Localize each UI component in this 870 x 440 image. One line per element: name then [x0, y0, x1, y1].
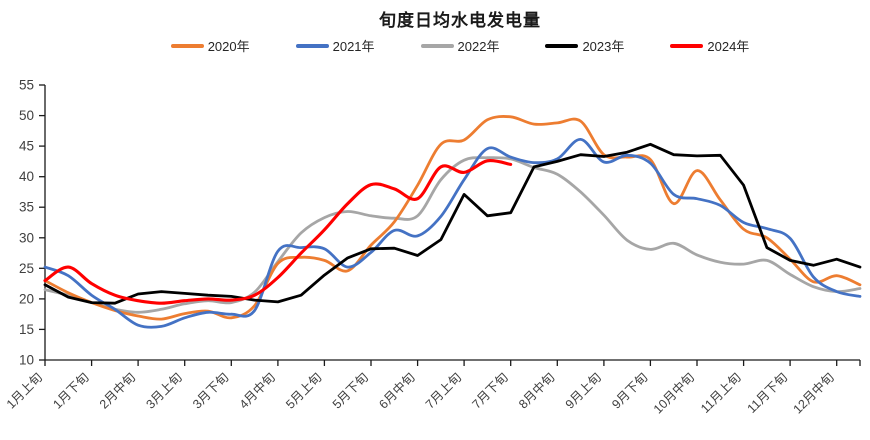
x-tick-label: 12月中旬 [790, 370, 837, 417]
legend-label: 2020年 [207, 39, 250, 54]
y-tick-label: 25 [19, 261, 34, 276]
legend-swatch-icon [295, 43, 329, 48]
x-tick-label: 7月上旬 [423, 370, 464, 411]
y-tick-label: 30 [19, 230, 34, 245]
series-line-2020年 [43, 115, 862, 321]
legend-label: 2023年 [582, 39, 625, 54]
series-line-2024年 [43, 159, 513, 305]
x-tick-label: 3月下旬 [190, 370, 231, 411]
legend-item-2022年: 2022年 [420, 36, 500, 55]
axes [44, 85, 860, 361]
x-tick-label: 6月中旬 [376, 370, 418, 412]
legend-item-2020年: 2020年 [170, 36, 250, 55]
y-tick-label: 40 [19, 169, 34, 184]
legend-item-2023年: 2023年 [545, 36, 624, 55]
y-tick-label: 10 [19, 353, 34, 368]
legend-swatch-icon [545, 43, 579, 48]
x-tick-label: 11月下旬 [745, 370, 791, 416]
x-tick-label: 1月上旬 [4, 370, 45, 411]
legend-label: 2021年 [332, 39, 375, 54]
series-line-2021年 [43, 138, 862, 329]
y-tick-label: 20 [19, 291, 34, 306]
series-lines [43, 115, 862, 329]
x-tick-label: 4月中旬 [236, 370, 278, 412]
legend-swatch-icon [420, 43, 454, 48]
series-line-2022年 [43, 156, 862, 314]
legend-label: 2022年 [457, 39, 500, 54]
x-tick-label: 5月上旬 [283, 370, 324, 411]
y-tick-label: 15 [19, 322, 34, 337]
x-tick-label: 9月上旬 [563, 370, 604, 411]
x-tick-label: 3月上旬 [143, 370, 184, 411]
chart-legend: 2020年 2021年 2022年 2023年 2024年 [0, 36, 870, 55]
y-tick-label: 50 [19, 108, 34, 123]
x-axis: 1月上旬 1月下旬 2月中旬 3月上旬 3月下旬 4月中旬 5月上旬 5月下旬 6月中旬 7月上旬… [4, 360, 861, 417]
x-tick-label: 11月上旬 [698, 370, 744, 416]
legend-swatch-icon [170, 43, 204, 48]
x-tick-label: 2月中旬 [96, 370, 138, 412]
legend-label: 2024年 [707, 39, 750, 54]
x-tick-label: 9月下旬 [609, 370, 650, 411]
x-tick-label: 1月下旬 [50, 370, 91, 411]
y-axis: 10 15 20 25 30 35 40 45 50 55 [19, 78, 45, 368]
y-tick-label: 35 [19, 200, 34, 215]
x-tick-label: 10月中旬 [650, 370, 697, 417]
y-tick-label: 55 [19, 78, 34, 93]
legend-item-2021年: 2021年 [295, 36, 375, 55]
chart-title: 旬度日均水电发电量 [379, 11, 541, 30]
x-tick-label: 8月中旬 [515, 370, 557, 412]
series-line-2023年 [43, 142, 862, 305]
x-tick-label: 5月下旬 [330, 370, 371, 411]
x-tick-label: 7月下旬 [469, 370, 510, 411]
legend-swatch-icon [670, 43, 704, 48]
y-tick-label: 45 [19, 139, 34, 154]
legend-item-2024年: 2024年 [670, 36, 749, 55]
